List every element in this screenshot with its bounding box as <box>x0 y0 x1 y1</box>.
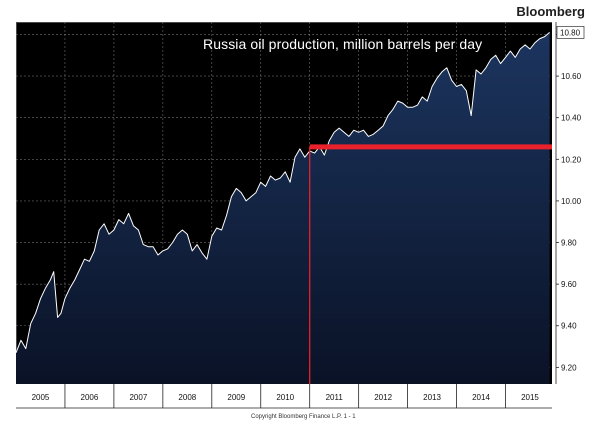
y-tick-label: 9.20 <box>561 363 577 372</box>
y-tick-layer: 9.20 9.40 9.60 9.80 10.00 10.20 10.40 10.60 10.8… <box>555 22 585 384</box>
area-fill <box>16 32 550 385</box>
reference-layer <box>309 144 552 384</box>
line-layer <box>15 32 550 353</box>
x-tick-label: 2008 <box>178 393 196 402</box>
x-tick-layer: 2005 2006 2007 2008 2009 2010 2011 2012 2013 2014… <box>16 384 552 409</box>
x-tick-label: 2007 <box>129 393 147 402</box>
last-value-box <box>556 26 585 39</box>
x-tick-label: 2009 <box>227 393 245 402</box>
x-tick-label: 2014 <box>472 393 490 402</box>
x-tick-label: 2012 <box>374 393 392 402</box>
y-tick-label: 10.00 <box>561 197 582 206</box>
x-tick-label: 2015 <box>521 393 539 402</box>
x-axis-strip <box>16 384 552 408</box>
x-tick-label: 2011 <box>326 393 344 402</box>
x-tick-label: 2006 <box>81 393 99 402</box>
series-line <box>15 32 550 353</box>
copyright-note: Copyright Bloomberg Finance L.P. 1 - 1 <box>251 414 356 420</box>
last-value-label: 10.80 <box>560 28 581 37</box>
y-tick-label: 9.60 <box>561 280 577 289</box>
y-tick-label: 10.40 <box>561 114 582 123</box>
y-axis-strip <box>552 22 584 408</box>
area-layer <box>16 32 550 385</box>
x-tick-label: 2005 <box>32 393 50 402</box>
x-tick-label: 2010 <box>276 393 294 402</box>
y-tick-label: 9.40 <box>561 322 577 331</box>
y-tick-label: 10.60 <box>561 72 582 81</box>
x-tick-label: 2013 <box>423 393 441 402</box>
brand-logo: Bloomberg <box>516 4 585 19</box>
y-tick-label: 9.80 <box>561 239 577 248</box>
y-tick-label: 10.20 <box>561 155 582 164</box>
chart-title: Russia oil production, million barrels p… <box>203 36 483 52</box>
